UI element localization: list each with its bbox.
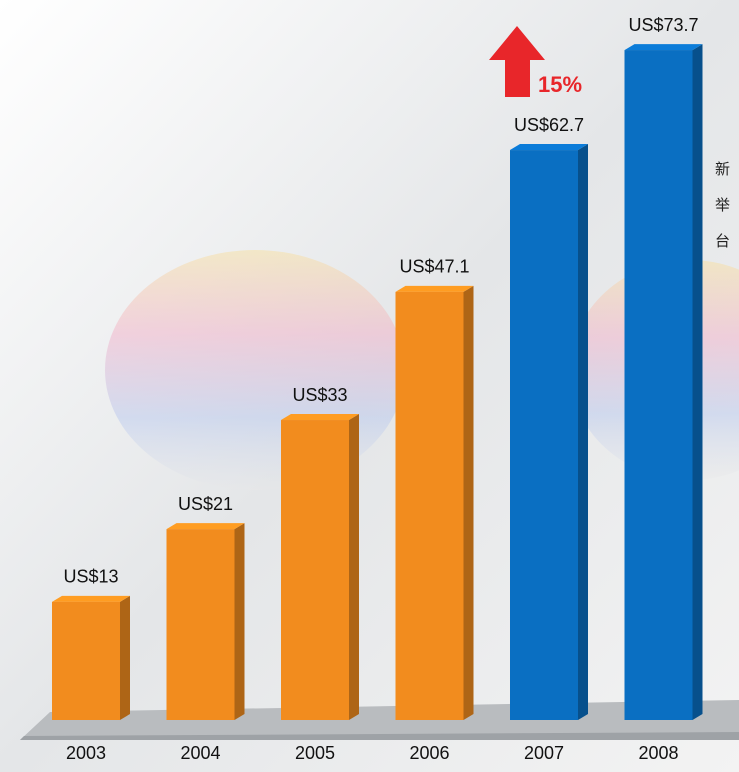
bar-side (463, 285, 474, 720)
bar-top (52, 595, 130, 602)
bar (395, 291, 464, 720)
x-tick-label: 2004 (180, 743, 220, 763)
bar (52, 601, 120, 720)
bar (624, 50, 693, 720)
bar-side (234, 523, 245, 720)
x-tick-label: 2005 (295, 743, 335, 763)
bar-side (349, 414, 359, 720)
growth-arrow (489, 26, 545, 97)
bar-top (510, 144, 588, 151)
background-decoration (105, 250, 405, 490)
bar-top (624, 44, 703, 51)
annotation: 15% (538, 72, 582, 97)
bar-side (120, 595, 130, 720)
side-text: 举 (715, 197, 730, 214)
bar (166, 529, 235, 720)
x-tick-label: 2007 (524, 743, 564, 763)
bar-top (166, 523, 245, 530)
side-text: 新 (715, 161, 730, 178)
value-label: US$62.7 (514, 115, 584, 135)
x-tick-label: 2003 (66, 743, 106, 763)
bar (510, 150, 578, 720)
value-label: US$33 (292, 385, 347, 405)
floor-edge (20, 732, 739, 740)
value-label: US$13 (63, 567, 118, 587)
bar-side (578, 144, 588, 720)
value-label: US$47.1 (399, 257, 469, 277)
x-tick-label: 2008 (638, 743, 678, 763)
x-tick-label: 2006 (409, 743, 449, 763)
bar-top (281, 414, 359, 421)
value-label: US$73.7 (628, 15, 698, 35)
bar (281, 420, 349, 720)
side-text: 台 (715, 233, 730, 250)
bar-side (692, 44, 703, 720)
bar-top (395, 285, 474, 292)
value-label: US$21 (178, 494, 233, 514)
